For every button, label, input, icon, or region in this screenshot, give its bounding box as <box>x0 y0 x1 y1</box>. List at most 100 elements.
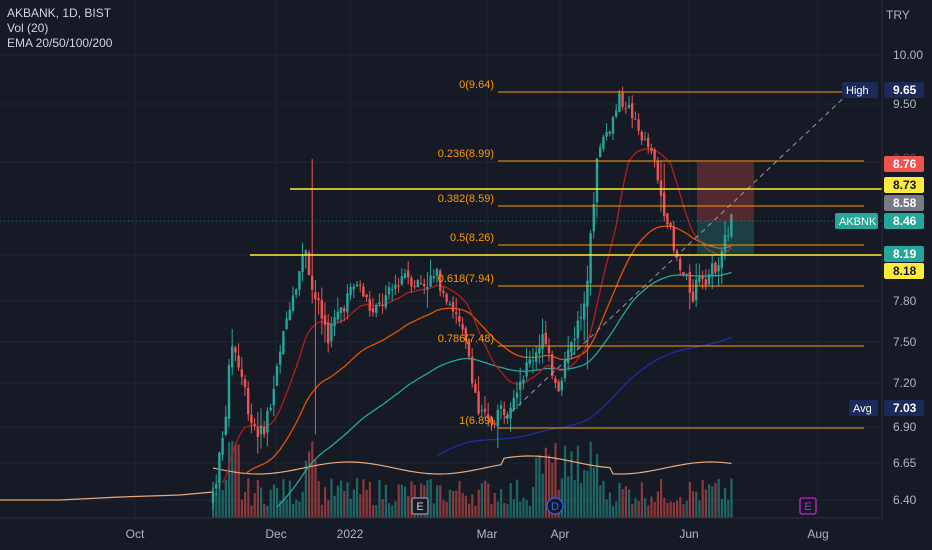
volume-bar <box>295 499 298 518</box>
volume-bar <box>234 443 237 518</box>
candle-body <box>707 274 711 285</box>
volume-bar <box>324 487 327 518</box>
candle-body <box>608 131 611 134</box>
candle-body <box>487 414 490 419</box>
candle-body <box>355 284 359 287</box>
volume-bar <box>445 501 448 518</box>
volume-bar <box>631 504 634 518</box>
candle-body <box>231 346 234 368</box>
candle-body <box>224 416 227 435</box>
volume-bar <box>391 505 394 518</box>
volume-bar <box>698 500 701 518</box>
candle-body <box>634 118 637 120</box>
volume-bar <box>650 496 653 518</box>
volume-bar <box>509 483 512 518</box>
currency-label[interactable]: TRY <box>886 8 910 22</box>
price-badge <box>884 82 924 98</box>
volume-bar <box>308 451 311 518</box>
candle-body <box>371 308 375 313</box>
candle-body <box>320 300 323 319</box>
candle-body <box>560 380 563 391</box>
candle-body <box>490 417 493 424</box>
volume-bar <box>365 489 368 518</box>
volume-bar <box>221 489 224 518</box>
volume-bar <box>541 473 544 518</box>
volume-bar <box>727 499 730 518</box>
volume-bar <box>484 480 487 518</box>
price-badge-tag-text: Avg <box>853 403 872 415</box>
candle-body <box>701 276 704 279</box>
candle-body <box>215 484 218 489</box>
candle-body <box>554 378 557 383</box>
price-tick-label: 7.80 <box>893 294 917 308</box>
candle-body <box>384 295 387 308</box>
price-badge-value: 8.58 <box>893 196 917 210</box>
volume-legend[interactable]: Vol (20) <box>7 21 49 35</box>
time-tick-label: Jun <box>679 527 698 541</box>
volume-bar <box>647 505 650 518</box>
volume-bar <box>375 505 378 518</box>
candle-body <box>563 360 567 379</box>
volume-bar <box>250 505 253 518</box>
volume-bar <box>564 445 567 518</box>
volume-bar <box>669 501 672 518</box>
candle-body <box>611 117 615 134</box>
candle-body <box>477 391 480 414</box>
candle-body <box>378 302 381 305</box>
volume-bar <box>487 483 490 518</box>
volume-bar <box>266 505 269 518</box>
price-tick-label: 7.50 <box>893 335 917 349</box>
volume-bar <box>544 447 547 518</box>
event-marker-label: E <box>804 501 811 513</box>
volume-bar <box>314 460 317 518</box>
volume-bar <box>247 478 250 518</box>
volume-bar <box>285 499 288 518</box>
candle-body <box>576 320 579 339</box>
candle-body <box>592 203 595 232</box>
volume-bar <box>528 505 531 518</box>
candle-body <box>365 294 368 298</box>
candle-body <box>461 324 464 330</box>
volume-bar <box>573 480 576 518</box>
ema50-line <box>244 225 732 475</box>
price-badge <box>884 400 924 416</box>
position-target-zone <box>697 162 754 221</box>
symbol-legend[interactable]: AKBANK, 1D, BIST <box>7 6 112 20</box>
volume-bar <box>272 484 275 518</box>
price-badge-tag-text: High <box>846 85 869 97</box>
volume-bar <box>343 490 346 518</box>
volume-bar <box>567 476 570 518</box>
candle-body <box>682 272 685 275</box>
candle-body <box>643 138 647 140</box>
candle-body <box>394 284 397 289</box>
volume-bar <box>279 500 282 518</box>
volume-bar <box>644 498 647 518</box>
volume-bar <box>320 504 323 518</box>
volume-bar <box>455 490 458 518</box>
candle-body <box>426 286 429 290</box>
volume-bar <box>615 501 618 518</box>
candle-body <box>458 315 461 322</box>
candle-body <box>499 405 503 409</box>
volume-bar <box>349 498 352 518</box>
candle-body <box>675 250 679 258</box>
candle-body <box>413 286 416 288</box>
candle-body <box>247 387 250 415</box>
ema-legend[interactable]: EMA 20/50/100/200 <box>7 36 113 50</box>
time-tick-label: 2022 <box>337 527 364 541</box>
candle-body <box>698 275 701 283</box>
volume-bar <box>532 486 535 518</box>
fib-label: 1(6.89) <box>459 415 494 427</box>
price-badge-value: 8.19 <box>893 247 917 261</box>
candle-body <box>647 137 650 148</box>
candle-body <box>279 351 282 365</box>
candle-body <box>237 355 240 368</box>
volume-bar <box>404 486 407 518</box>
candle-body <box>218 452 221 483</box>
event-marker-label: D <box>551 501 559 513</box>
price-badge-value: 7.03 <box>893 401 917 415</box>
price-tick-label: 6.65 <box>893 456 917 470</box>
volume-bar <box>477 489 480 518</box>
